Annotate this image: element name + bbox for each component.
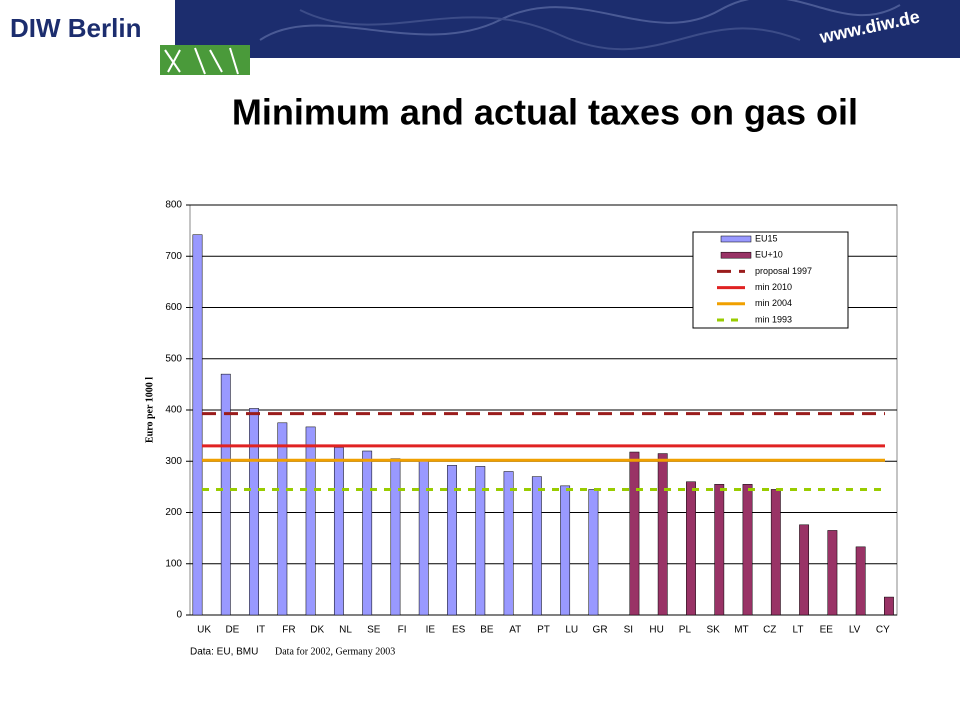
note: Data for 2002, Germany 2003: [275, 646, 395, 657]
y-tick-label: 0: [176, 610, 182, 621]
x-tick-label: LV: [849, 625, 861, 636]
banner-decoration: [259, 0, 901, 41]
x-tick-label: SE: [367, 625, 381, 636]
y-axis-label: Euro per 1000 l: [144, 377, 155, 443]
legend-box: [692, 231, 849, 329]
y-tick-label: 400: [165, 405, 182, 416]
bar: [827, 530, 838, 616]
bar: [333, 447, 344, 616]
legend-swatch: [720, 235, 752, 243]
bar: [447, 465, 457, 616]
bar: [770, 489, 781, 616]
x-tick-label: CY: [876, 625, 890, 636]
x-tick-label: FI: [398, 625, 407, 636]
x-tick-label: PL: [679, 625, 692, 636]
legend-label: min 1993: [755, 314, 792, 324]
logo: DIW Berlin: [10, 13, 141, 43]
logo-accent-pattern: [164, 47, 239, 75]
bar: [192, 234, 203, 616]
x-tick-label: SK: [707, 625, 721, 636]
legend-swatch: [720, 251, 752, 259]
bar: [855, 546, 866, 616]
legend-label: EU+10: [755, 250, 783, 260]
bar: [884, 596, 894, 616]
bar: [249, 408, 259, 616]
source: Data: EU, BMU: [190, 647, 258, 658]
bar: [799, 524, 810, 616]
y-tick-label: 300: [165, 456, 182, 467]
x-tick-label: AT: [509, 625, 521, 636]
bar: [418, 459, 429, 616]
bar: [714, 484, 725, 616]
bar: [531, 476, 542, 616]
bar: [742, 484, 753, 616]
banner-decoration: [299, 9, 801, 51]
y-tick-label: 600: [165, 302, 182, 313]
y-tick-label: 200: [165, 507, 182, 518]
x-tick-label: PT: [537, 625, 550, 636]
x-tick-label: NL: [339, 625, 352, 636]
bar: [362, 450, 373, 616]
x-tick-label: HU: [649, 625, 663, 636]
legend-label: EU15: [755, 233, 778, 243]
x-tick-label: DE: [225, 625, 239, 636]
legend-label: min 2004: [755, 298, 792, 308]
x-tick-label: DK: [310, 625, 324, 636]
legend-label: min 2010: [755, 282, 792, 292]
x-tick-label: UK: [197, 625, 211, 636]
x-tick-label: MT: [734, 625, 748, 636]
bar: [277, 422, 288, 616]
x-tick-label: FR: [282, 625, 295, 636]
y-tick-label: 100: [165, 558, 182, 569]
y-tick-label: 700: [165, 251, 182, 262]
bar: [503, 471, 514, 616]
bar: [220, 373, 231, 616]
x-tick-label: IE: [426, 625, 436, 636]
bar: [686, 481, 696, 616]
x-tick-label: GR: [593, 625, 608, 636]
x-tick-label: LU: [565, 625, 578, 636]
y-tick-label: 500: [165, 353, 182, 364]
bar: [305, 426, 316, 616]
x-tick-label: LT: [793, 625, 804, 636]
x-tick-label: EE: [820, 625, 834, 636]
bar: [588, 489, 599, 616]
bar: [629, 451, 640, 616]
legend-label: proposal 1997: [755, 266, 812, 276]
y-tick-label: 800: [165, 200, 182, 211]
chart-title: Minimum and actual taxes on gas oil: [232, 92, 858, 133]
bar: [560, 485, 571, 616]
x-tick-label: CZ: [763, 625, 776, 636]
x-tick-label: IT: [256, 625, 265, 636]
x-tick-label: ES: [452, 625, 466, 636]
bar: [657, 453, 668, 616]
x-tick-label: BE: [480, 625, 494, 636]
bar: [475, 466, 486, 616]
bar: [390, 458, 401, 616]
x-tick-label: SI: [624, 625, 633, 636]
